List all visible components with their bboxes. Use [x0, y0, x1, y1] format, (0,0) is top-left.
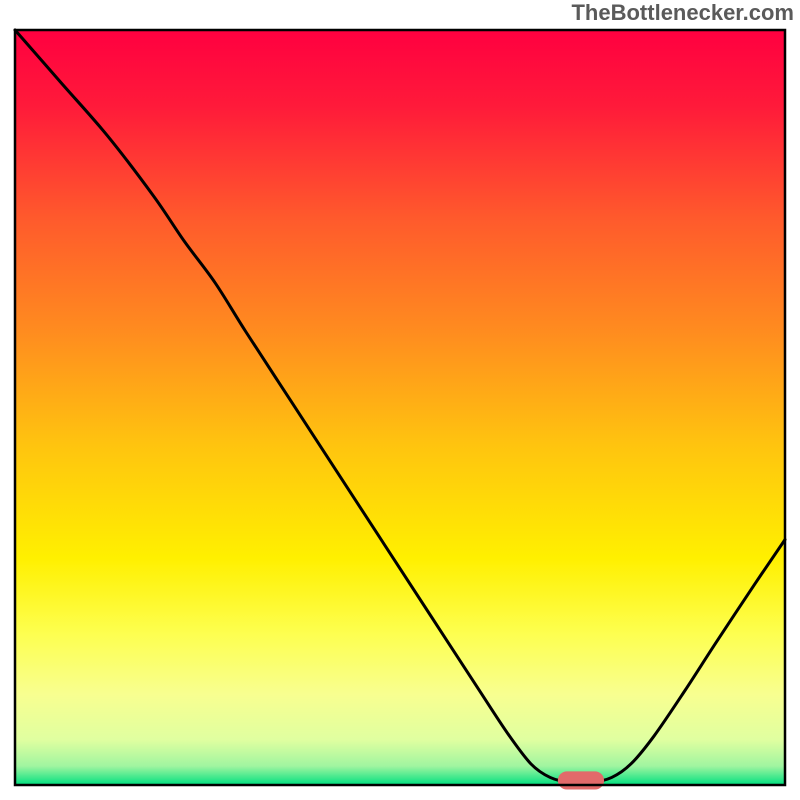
watermark-text: TheBottlenecker.com	[571, 0, 794, 25]
plot-background	[15, 30, 785, 785]
optimal-marker	[558, 771, 604, 789]
